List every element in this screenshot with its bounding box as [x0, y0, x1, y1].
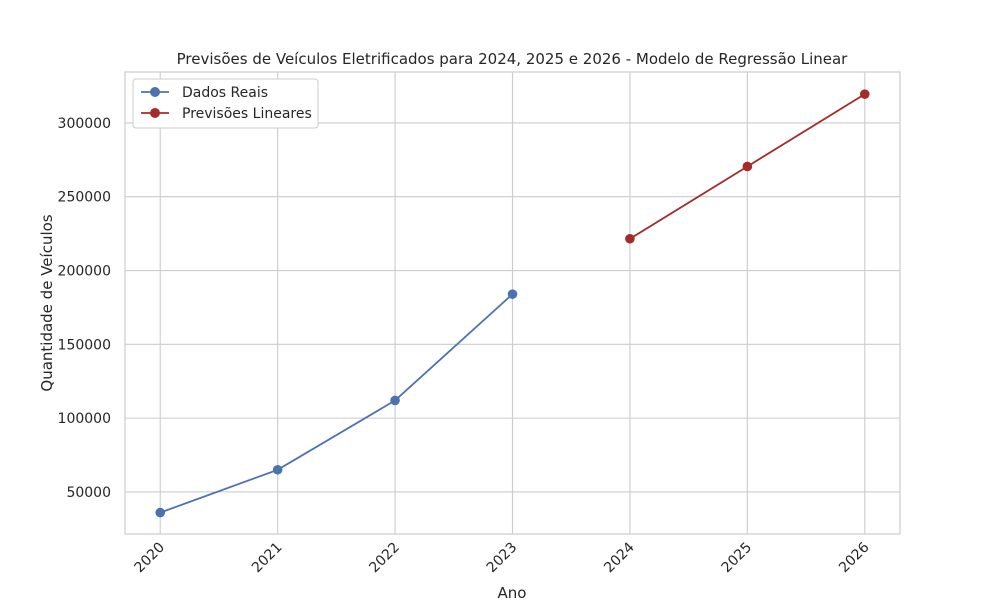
y-tick-label: 200000 [58, 264, 111, 280]
series-layer [155, 89, 870, 518]
chart-title: Previsões de Veículos Eletrificados para… [177, 50, 849, 68]
x-tick-labels: 2020 2021 2022 2023 2024 2025 2026 [132, 539, 873, 576]
legend-label-previsoes-lineares: Previsões Lineares [182, 106, 312, 122]
legend-label-dados-reais: Dados Reais [182, 85, 268, 101]
series-line-dados-reais [159, 293, 514, 514]
grid [125, 72, 900, 534]
x-tick-label: 2021 [249, 540, 286, 577]
x-tick-label: 2025 [719, 540, 756, 577]
legend-marker-dados-reais [150, 87, 160, 97]
legend-box [132, 78, 319, 129]
y-tick-label: 50000 [66, 485, 111, 501]
data-point-dados-reais [155, 507, 166, 518]
data-point-dados-reais [507, 289, 518, 299]
y-tick-labels: 50000 100000 150000 200000 250000 300000 [58, 116, 111, 501]
x-tick-label: 2022 [366, 540, 403, 577]
data-point-previsoes-lineares [625, 233, 635, 244]
y-tick-label: 100000 [58, 411, 111, 427]
x-tick-label: 2026 [836, 539, 873, 576]
x-tick-label: 2023 [484, 540, 521, 577]
x-tick-label: 2020 [132, 540, 169, 577]
data-point-dados-reais [272, 464, 283, 475]
plot-frame [124, 71, 901, 535]
data-point-dados-reais [390, 395, 400, 406]
y-axis-label: Quantidade de Veículos [38, 214, 56, 391]
data-point-previsoes-lineares [859, 89, 870, 99]
legend: Dados Reais Previsões Lineares [132, 78, 319, 129]
y-tick-label: 150000 [58, 337, 111, 353]
x-axis-label: Ano [498, 584, 527, 600]
y-tick-label: 250000 [58, 190, 111, 206]
data-point-previsoes-lineares [742, 161, 753, 172]
y-tick-label: 300000 [58, 116, 111, 132]
legend-marker-previsoes-lineares [150, 108, 160, 118]
x-tick-label: 2024 [601, 539, 638, 576]
